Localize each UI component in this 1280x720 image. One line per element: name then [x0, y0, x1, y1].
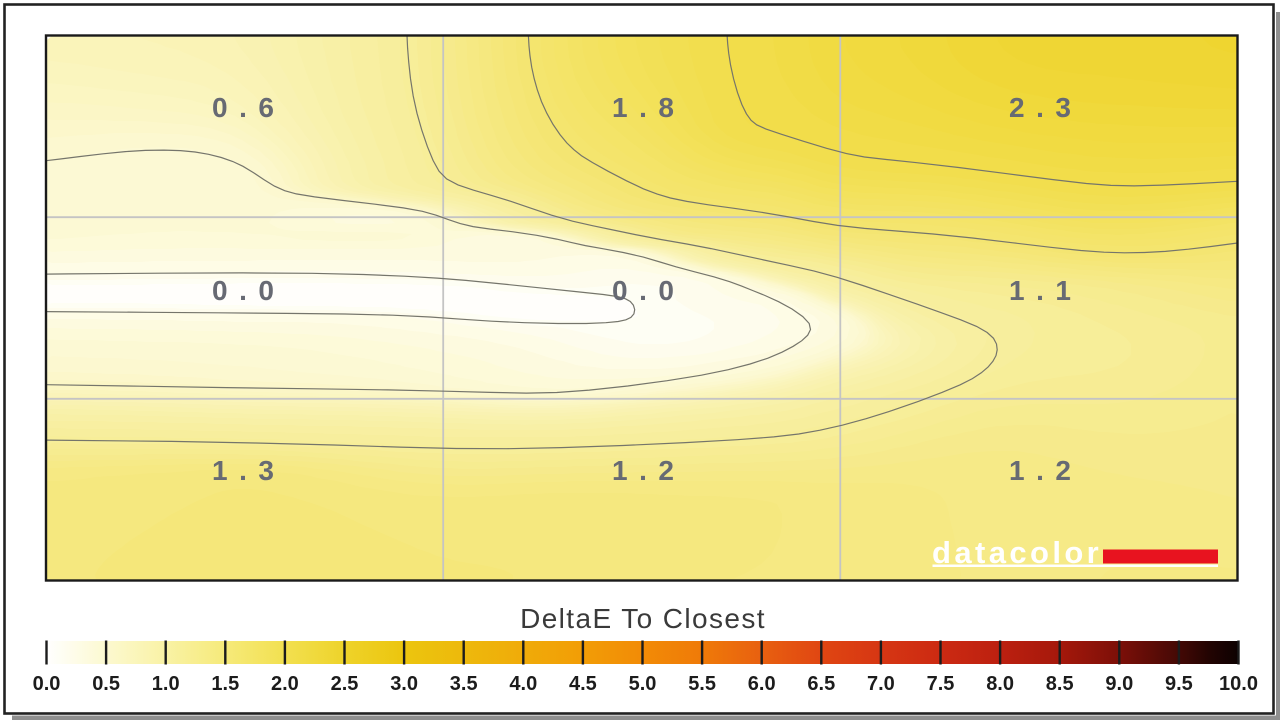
svg-text:6.5: 6.5: [807, 673, 835, 695]
svg-text:1.5: 1.5: [211, 673, 239, 695]
svg-text:1.2: 1.2: [612, 455, 685, 486]
svg-text:0.0: 0.0: [33, 673, 61, 695]
svg-text:4.5: 4.5: [569, 673, 597, 695]
svg-text:1.0: 1.0: [152, 673, 180, 695]
svg-text:4.0: 4.0: [509, 673, 537, 695]
svg-text:3.5: 3.5: [450, 673, 478, 695]
svg-text:2.5: 2.5: [331, 673, 359, 695]
svg-text:6.0: 6.0: [748, 673, 776, 695]
svg-text:3.0: 3.0: [390, 673, 418, 695]
svg-text:DeltaE To Closest: DeltaE To Closest: [520, 603, 766, 634]
svg-text:1.2: 1.2: [1009, 455, 1082, 486]
svg-text:9.5: 9.5: [1165, 673, 1193, 695]
svg-text:0.0: 0.0: [612, 275, 685, 306]
svg-text:datacolor: datacolor: [932, 535, 1102, 570]
svg-text:0.6: 0.6: [212, 92, 285, 123]
svg-text:2.3: 2.3: [1009, 92, 1082, 123]
svg-text:0.5: 0.5: [92, 673, 120, 695]
svg-text:5.5: 5.5: [688, 673, 716, 695]
svg-text:5.0: 5.0: [629, 673, 657, 695]
svg-text:10.0: 10.0: [1219, 673, 1258, 695]
svg-text:1.1: 1.1: [1009, 275, 1082, 306]
svg-text:7.0: 7.0: [867, 673, 895, 695]
svg-text:1.8: 1.8: [612, 92, 685, 123]
svg-text:1.3: 1.3: [212, 455, 285, 486]
svg-text:9.0: 9.0: [1105, 673, 1133, 695]
svg-text:8.0: 8.0: [986, 673, 1014, 695]
svg-text:8.5: 8.5: [1046, 673, 1074, 695]
svg-text:0.0: 0.0: [212, 275, 285, 306]
svg-text:7.5: 7.5: [927, 673, 955, 695]
svg-text:2.0: 2.0: [271, 673, 299, 695]
